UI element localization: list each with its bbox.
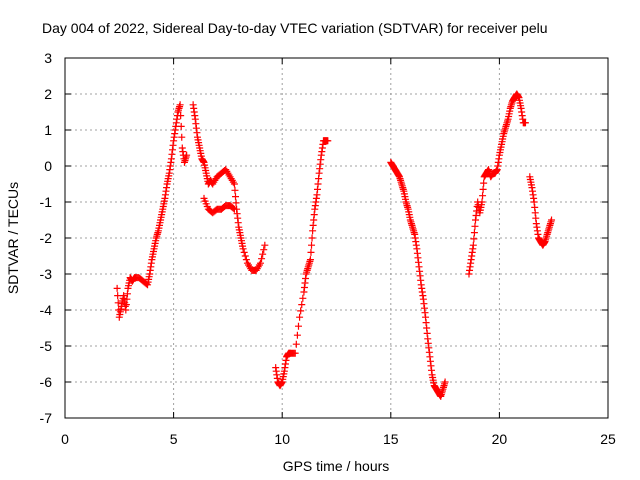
data-point-marker	[258, 255, 266, 263]
y-tick-label: 0	[44, 158, 52, 174]
data-point-marker	[176, 101, 184, 109]
data-point-marker	[478, 198, 486, 206]
data-point-marker	[241, 252, 249, 260]
data-point-marker	[232, 193, 240, 201]
data-point-marker	[261, 241, 269, 249]
data-point-marker	[114, 299, 122, 307]
y-tick-label: 3	[44, 50, 52, 66]
data-point-marker	[256, 259, 264, 267]
x-tick-label: 20	[492, 431, 508, 447]
data-point-marker	[441, 378, 449, 386]
x-axis-label: GPS time / hours	[283, 458, 390, 474]
grid-lines	[65, 58, 608, 418]
plot-frame	[64, 57, 609, 419]
data-point-marker	[113, 284, 121, 292]
data-point-marker	[324, 137, 332, 145]
data-point-marker	[308, 241, 316, 249]
data-points	[113, 90, 556, 400]
y-tick-label: -5	[40, 338, 53, 354]
data-point-marker	[260, 246, 268, 254]
data-point-marker	[177, 112, 185, 120]
x-tick-label: 10	[274, 431, 290, 447]
data-point-marker	[178, 133, 186, 141]
y-axis-label: SDTVAR / TECUs	[5, 182, 21, 294]
y-tick-label: -2	[40, 230, 53, 246]
data-point-marker	[242, 256, 250, 264]
chart-title: Day 004 of 2022, Sidereal Day-to-day VTE…	[42, 20, 548, 36]
y-tick-label: -3	[40, 266, 53, 282]
data-point-marker	[470, 235, 478, 243]
data-point-marker	[293, 331, 301, 339]
x-tick-label: 5	[170, 431, 178, 447]
data-point-marker	[114, 292, 122, 300]
data-point-marker	[308, 234, 316, 242]
data-point-marker	[230, 205, 238, 213]
data-point-marker	[177, 122, 185, 130]
data-point-marker	[479, 185, 487, 193]
data-point-marker	[469, 241, 477, 249]
data-point-marker	[470, 229, 478, 237]
data-point-marker	[292, 340, 300, 348]
data-point-marker	[229, 204, 237, 212]
data-point-marker	[294, 322, 302, 330]
data-point-marker	[521, 119, 529, 127]
x-tick-label: 0	[61, 431, 69, 447]
data-point-marker	[230, 180, 238, 188]
y-tick-label: 1	[44, 122, 52, 138]
data-point-marker	[307, 248, 315, 256]
y-tick-label: -6	[40, 374, 53, 390]
data-point-marker	[232, 199, 240, 207]
data-point-marker	[548, 216, 556, 224]
data-point-marker	[296, 313, 304, 321]
data-point-marker	[480, 179, 488, 187]
data-point-marker	[306, 256, 314, 264]
data-point-marker	[471, 222, 479, 230]
data-point-marker	[299, 294, 307, 302]
data-point-marker	[297, 307, 305, 315]
data-point-marker	[291, 349, 299, 357]
data-point-marker	[259, 250, 267, 258]
data-point-marker	[183, 151, 191, 159]
x-tick-label: 15	[383, 431, 399, 447]
data-point-marker	[298, 301, 306, 309]
y-tick-label: 2	[44, 86, 52, 102]
x-tick-label: 25	[600, 431, 616, 447]
data-point-marker	[239, 245, 247, 253]
data-point-marker	[240, 248, 248, 256]
y-tick-label: -4	[40, 302, 53, 318]
data-point-marker	[231, 186, 239, 194]
y-tick-label: -7	[40, 410, 53, 426]
data-point-marker	[479, 192, 487, 200]
y-tick-label: -1	[40, 194, 53, 210]
